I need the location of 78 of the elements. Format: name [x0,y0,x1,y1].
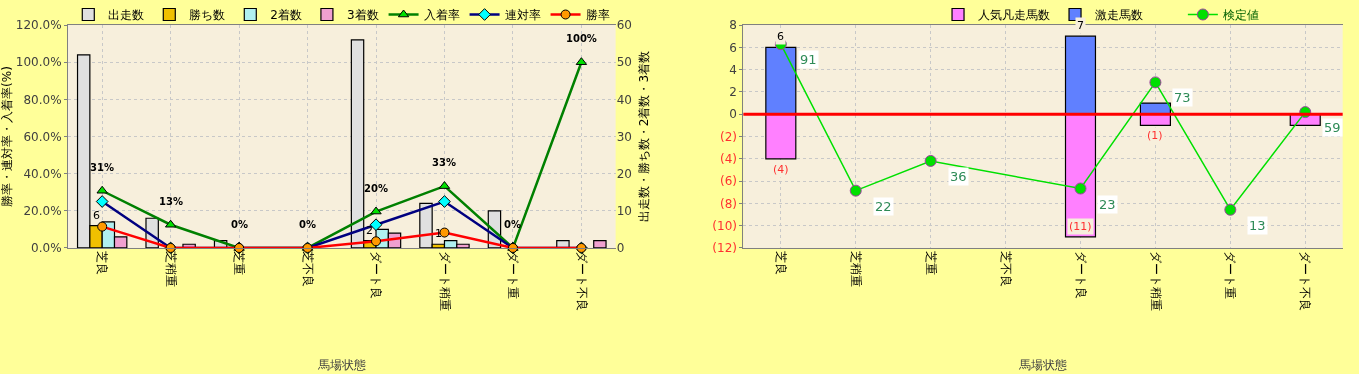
data-label: 13% [159,196,183,207]
y-tick-label: (4) [719,152,737,166]
x-tick-label: ダート稍重 [1148,251,1163,312]
y2-tick-label: 60 [616,18,632,33]
y-tick-label: (6) [719,174,737,189]
data-label: 22 [875,199,892,214]
y-tick-label: 0 [729,107,737,122]
x-tick-label: ダート良 [1073,251,1088,300]
legend-label: 出走数 [108,8,145,23]
data-label: 31% [90,162,114,173]
x-tick-label: ダート稍重 [437,251,452,312]
x-tick-label: 芝稍重 [848,251,863,288]
y2-tick-label: 50 [616,55,632,70]
y-tick-label: 100.0% [15,55,62,70]
legend-label: 入着率 [423,8,460,23]
y2-tick-label: 0 [616,241,625,256]
x-axis-title: 馬場状態 [316,358,366,373]
data-label: 0% [299,219,316,230]
y-tick-label: (8) [719,196,737,211]
x-tick-label: 芝良 [95,251,110,276]
y-tick-label: 80.0% [23,92,62,107]
y-tick-label: (10) [712,218,737,233]
x-axis-title: 馬場状態 [1018,358,1068,373]
data-label: 0% [231,219,248,230]
data-label: 100% [566,33,597,44]
y2-tick-label: 40 [616,92,632,107]
data-label: (4) [773,163,789,176]
data-label: 33% [432,157,456,168]
x-tick-label: ダート重 [506,251,521,300]
data-label: (11) [1069,220,1092,233]
x-tick-label: ダート重 [1223,251,1238,300]
y-tick-label: 20.0% [23,204,62,219]
x-tick-label: 芝重 [232,251,247,276]
y2-tick-label: 10 [616,204,632,219]
y2-tick-label: 30 [616,129,632,144]
y2-tick-label: 20 [616,166,632,181]
data-label: 2 [366,224,373,237]
data-label: 7 [1077,19,1084,32]
y-axis-title: 勝率・連対率・入着率(%) [0,66,14,207]
y-tick-label: (12) [712,241,737,256]
y2-axis-title: 出走数・勝ち数・2着数・3着数 [636,50,651,223]
data-label: 59 [1324,120,1341,135]
data-label: 20% [364,183,388,194]
y-tick-label: (2) [719,129,737,144]
x-tick-label: ダート良 [369,251,384,300]
x-tick-label: 芝不良 [300,251,315,288]
x-tick-label: 芝重 [923,251,938,276]
y-tick-label: 60.0% [23,129,62,144]
y-tick-label: 6 [729,40,737,55]
legend-label: 連対率 [504,8,541,23]
data-label: 13 [1249,218,1266,233]
y-tick-label: 2 [729,85,737,100]
data-label: 6 [93,209,100,222]
data-label: 23 [1099,197,1116,212]
y-tick-label: 40.0% [23,166,62,181]
data-label: 0% [504,219,521,230]
legend-label: 激走馬数 [1095,8,1144,23]
data-label: 1 [435,227,442,240]
legend-label: 人気凡走馬数 [978,8,1051,23]
legend-label: 勝ち数 [189,8,226,23]
x-tick-label: 芝良 [773,251,788,276]
data-label: 6 [777,30,784,43]
legend-label: 3着数 [346,8,379,23]
y-tick-label: 0.0% [31,241,62,256]
x-tick-label: 芝不良 [998,251,1013,288]
y-tick-label: 120.0% [15,18,62,33]
x-tick-label: ダート不良 [574,251,589,312]
x-tick-label: ダート不良 [1298,251,1313,312]
data-label: (1) [1147,129,1163,142]
data-label: 73 [1174,90,1191,105]
x-tick-label: 芝稍重 [163,251,178,288]
data-label: 36 [950,169,967,184]
legend-label: 検定値 [1222,8,1259,23]
y-tick-label: 4 [729,62,737,77]
y-tick-label: 8 [729,18,737,33]
legend-label: 勝率 [585,8,610,23]
data-label: 91 [800,52,817,67]
legend-label: 2着数 [270,8,302,23]
